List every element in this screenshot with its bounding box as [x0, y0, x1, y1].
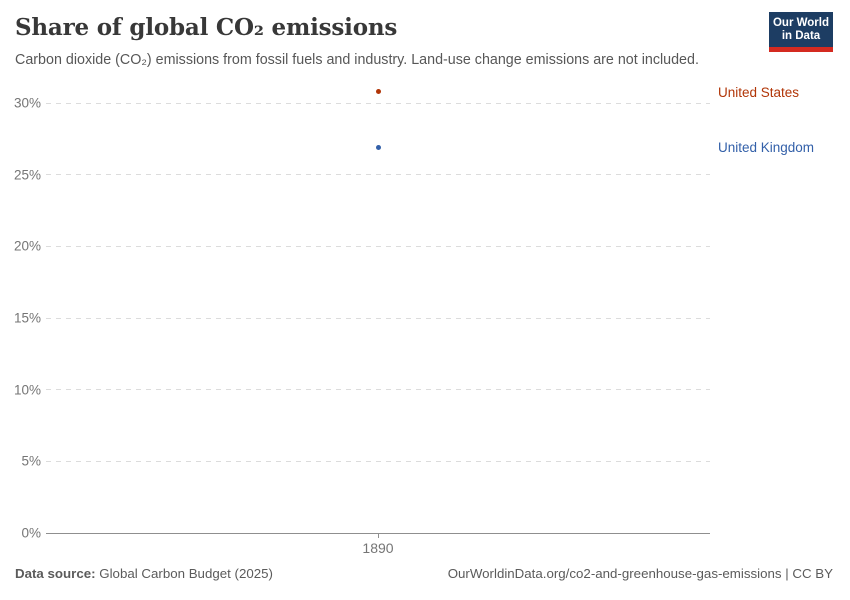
owid-logo-line1: Our World	[772, 16, 829, 29]
x-tick-label: 1890	[362, 540, 394, 556]
y-tick-label: 5%	[21, 453, 41, 469]
data-source-label: Data source:	[15, 566, 96, 581]
plot-area: 1890 United States United Kingdom	[46, 85, 814, 556]
entity-label[interactable]: United Kingdom	[718, 140, 815, 156]
y-axis: 0% 5% 10% 15% 20% 25% 30%	[0, 85, 41, 539]
chart-footer: Data source: Global Carbon Budget (2025)…	[15, 566, 833, 581]
gridline	[46, 102, 710, 104]
data-source-note: Data source: Global Carbon Budget (2025)	[15, 566, 273, 581]
data-point-dot[interactable]	[375, 144, 381, 150]
data-source-value: Global Carbon Budget (2025)	[95, 566, 273, 581]
y-tick-label: 0%	[21, 525, 41, 541]
y-tick-label: 15%	[13, 310, 41, 326]
chart-subtitle: Carbon dioxide (CO₂) emissions from foss…	[15, 52, 699, 68]
y-tick-label: 30%	[13, 95, 41, 111]
chart-title: Share of global CO₂ emissions	[15, 14, 398, 41]
entity-label[interactable]: United States	[718, 84, 800, 100]
y-tick-label: 20%	[13, 238, 41, 254]
y-tick-label: 25%	[13, 166, 41, 182]
y-tick-label: 10%	[13, 381, 41, 397]
data-point-dot[interactable]	[375, 89, 381, 95]
footer-url[interactable]: OurWorldinData.org/co2-and-greenhouse-ga…	[447, 566, 833, 581]
x-tick-mark	[377, 533, 379, 538]
gridline	[46, 460, 710, 462]
owid-logo[interactable]: Our World in Data	[769, 12, 833, 52]
owid-logo-line2: in Data	[781, 29, 821, 42]
gridline	[46, 174, 710, 176]
gridline	[46, 389, 710, 391]
gridline	[46, 245, 710, 247]
gridline	[46, 317, 710, 319]
